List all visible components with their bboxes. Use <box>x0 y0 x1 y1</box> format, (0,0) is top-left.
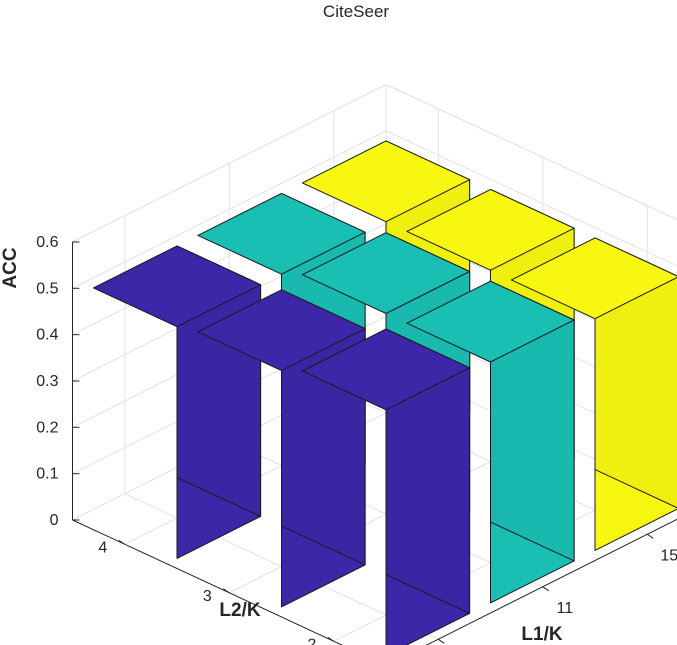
x-tick <box>542 586 550 592</box>
y-tick-label: 2 <box>307 636 316 645</box>
bar-top <box>406 280 575 363</box>
z-tick-label: 0 <box>50 512 59 529</box>
x-tick-label: 15 <box>660 547 677 564</box>
bar-top <box>510 237 677 320</box>
bar <box>92 245 262 559</box>
bar-top <box>197 289 366 372</box>
bar-top <box>197 192 366 275</box>
z-tick-label: 0.4 <box>36 327 58 344</box>
x-axis-line <box>425 518 677 645</box>
chart-title: CiteSeer <box>323 2 389 21</box>
grid-line <box>72 84 387 243</box>
bars <box>92 140 677 645</box>
z-tick-label: 0.5 <box>36 280 58 297</box>
bar <box>510 237 677 551</box>
z-tick-label: 0.1 <box>36 466 58 483</box>
bar <box>301 328 471 645</box>
x-tick <box>438 638 445 644</box>
bar-top <box>406 188 575 271</box>
y-tick-label: 3 <box>203 588 212 605</box>
bar-top <box>301 140 471 223</box>
z-axis-label: ACC <box>0 247 21 288</box>
axes: 00.10.20.30.40.50.623471115 <box>36 234 677 645</box>
x-tick <box>647 533 654 539</box>
bar-top <box>301 328 471 411</box>
y-axis-label: L2/K <box>219 600 260 621</box>
bar-top <box>301 232 471 314</box>
bar-top <box>92 245 262 328</box>
y-tick <box>223 588 230 594</box>
z-tick-label: 0.2 <box>36 419 58 436</box>
z-tick-label: 0.6 <box>36 234 58 251</box>
y-tick <box>327 636 335 642</box>
y-tick-label: 4 <box>98 539 107 556</box>
x-tick-label: 11 <box>556 600 573 617</box>
y-tick <box>118 539 126 545</box>
x-axis-label: L1/K <box>521 624 562 645</box>
grid-line <box>385 84 677 221</box>
z-tick-label: 0.3 <box>36 373 58 390</box>
bar <box>406 280 575 604</box>
